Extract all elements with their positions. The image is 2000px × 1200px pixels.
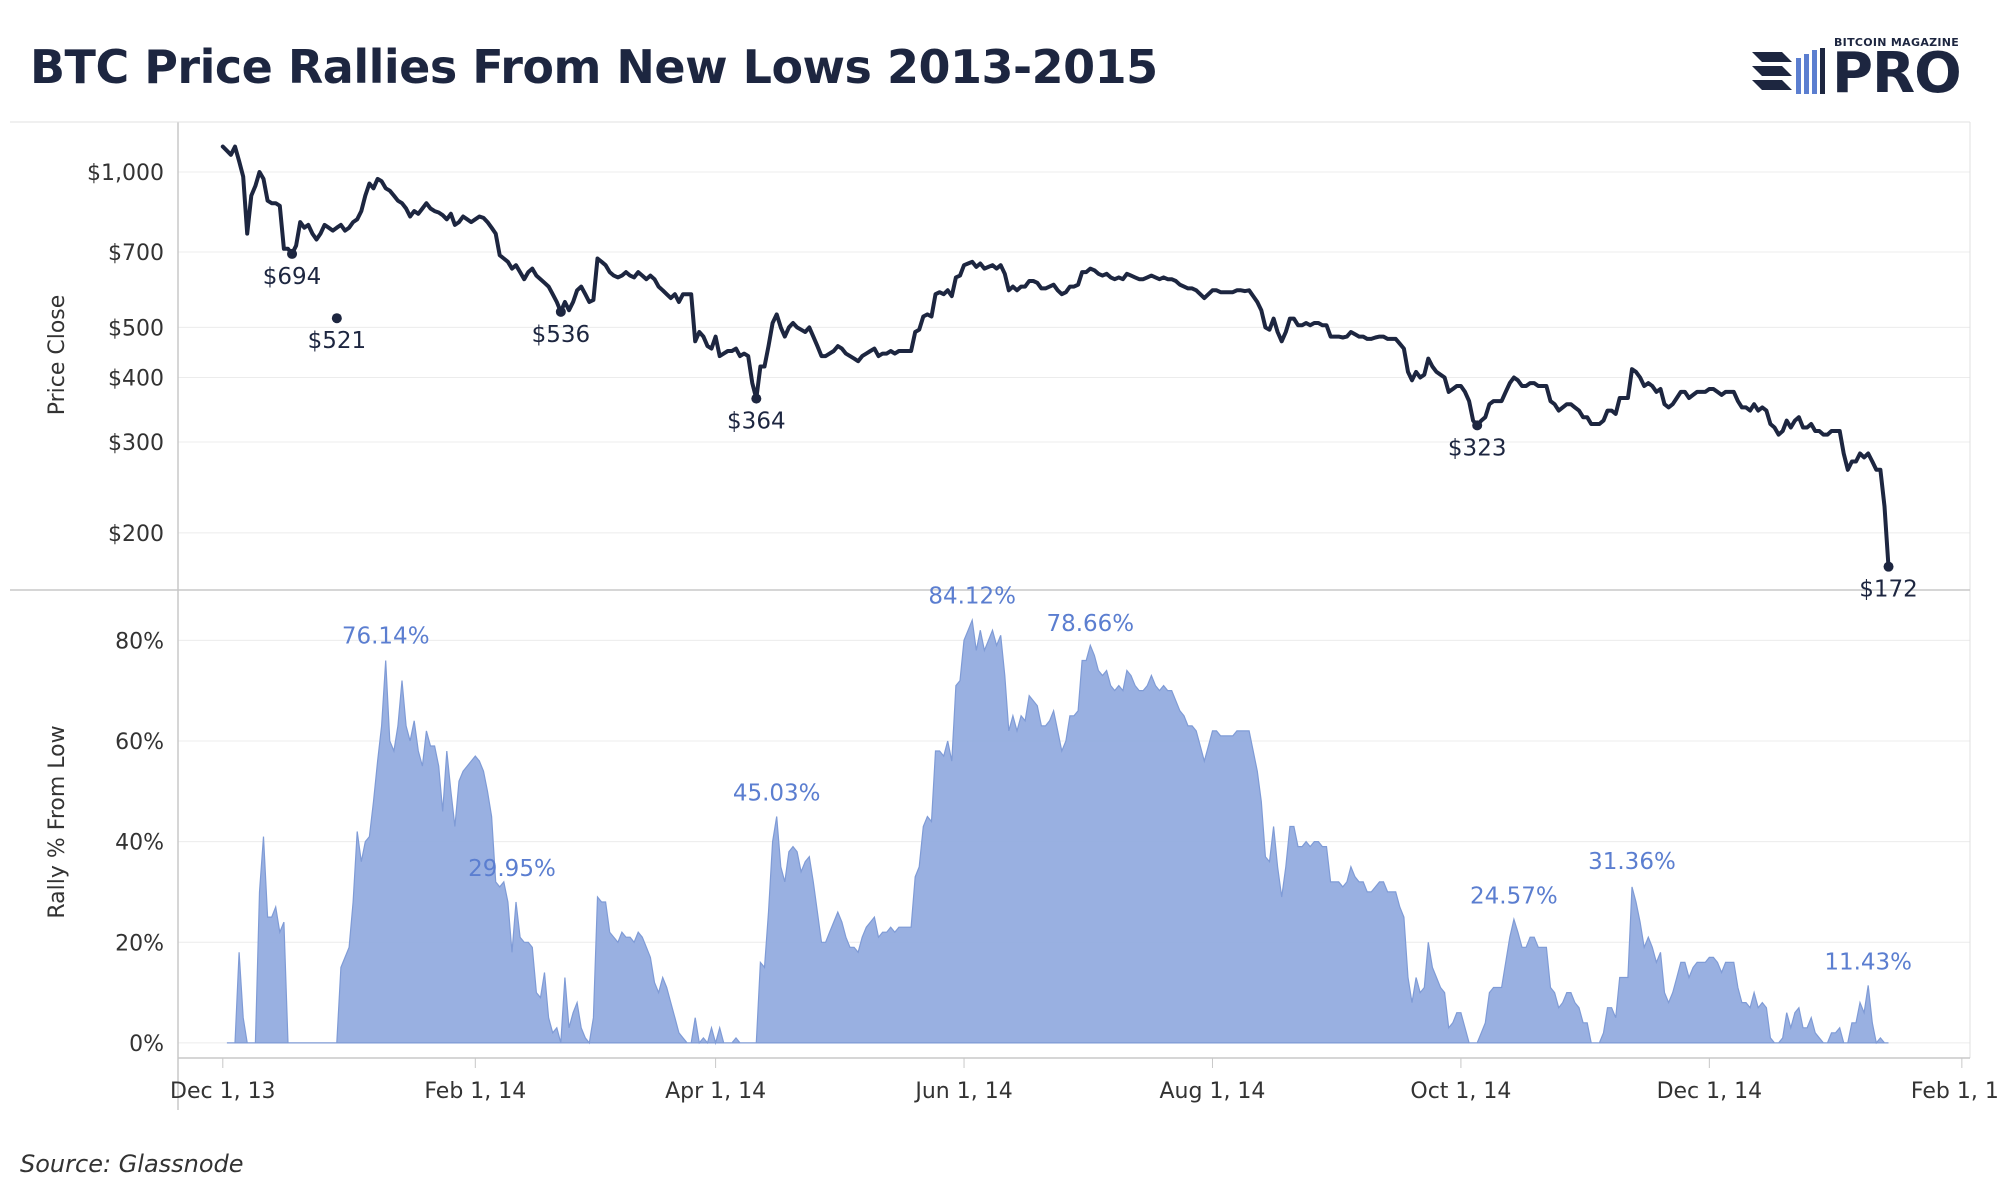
price-tick-label: $500 [108,316,164,341]
x-tick-label: Jun 1, 14 [913,1079,1012,1104]
price-low-label: $521 [308,328,367,354]
rally-peak-label: 31.36% [1588,849,1676,875]
rally-peak-label: 78.66% [1046,611,1134,637]
x-tick-label: Apr 1, 14 [665,1079,766,1104]
chart-title: BTC Price Rallies From New Lows 2013-201… [30,40,1158,94]
price-low-label: $364 [727,409,786,435]
price-low-marker [287,248,298,259]
price-low-marker [1472,420,1483,431]
rally-annotations: 76.14% 29.95% 45.03% 84.12% 78.66% 24.57% 31.3… [342,584,1912,976]
price-annotations: $694 $521 $536 $364 $323 $172 [263,248,1918,603]
price-low-marker [751,393,762,404]
x-tick-label: Aug 1, 14 [1160,1079,1266,1104]
logo-bars-icon [1752,48,1825,94]
price-low-label: $323 [1448,435,1507,461]
x-tick-label: Oct 1, 14 [1410,1079,1511,1104]
rally-axis-title: Rally % From Low [45,725,70,918]
rally-tick-label: 80% [115,629,164,654]
price-low-label: $694 [263,264,322,290]
rally-peak-label: 29.95% [468,856,556,882]
logo-main-text: PRO [1832,41,1962,106]
price-low-marker [331,313,342,324]
price-tick-label: $200 [108,522,164,547]
logo-top-text: BITCOIN MAGAZINE [1834,36,1960,49]
rally-tick-label: 40% [115,831,164,856]
price-tick-label: $300 [108,431,164,456]
panel-frames [10,121,1971,1110]
price-line-layer [220,144,1891,569]
price-y-ticks: $200 $300 $400 $500 $700 $1,000 [87,161,164,547]
x-ticks: Dec 1, 13 Feb 1, 14 Apr 1, 14 Jun 1, 14 Aug … [170,1079,2000,1104]
price-tick-label: $700 [108,241,164,266]
price-low-label: $536 [532,322,591,348]
x-tick-label: Dec 1, 13 [170,1079,276,1104]
price-low-marker [1883,561,1894,572]
x-tick-label: Dec 1, 14 [1657,1079,1763,1104]
rally-tick-label: 0% [129,1032,164,1057]
rally-peak-label: 76.14% [342,624,430,650]
source-note: Source: Glassnode [20,1150,244,1178]
price-low-marker [555,306,566,317]
rally-peak-label: 45.03% [733,780,821,806]
rally-peak-label: 24.57% [1470,883,1558,909]
rally-area [226,617,1889,1046]
x-tick-label: Feb 1, 15 [1911,1079,2000,1104]
bitcoin-magazine-pro-logo: BITCOIN MAGAZINE PRO [1752,34,1982,104]
price-tick-label: $400 [108,366,164,391]
price-line [220,144,1891,569]
rally-peak-label: 11.43% [1824,949,1912,975]
rally-tick-label: 20% [115,931,164,956]
x-tick-label: Feb 1, 14 [424,1079,526,1104]
price-axis-title: Price Close [45,295,70,416]
price-low-label: $172 [1859,577,1918,603]
price-tick-label: $1,000 [87,161,164,186]
rally-tick-label: 60% [115,730,164,755]
rally-area-layer [226,617,1889,1046]
rally-peak-label: 84.12% [928,584,1016,610]
rally-y-ticks: 0% 20% 40% 60% 80% [115,629,164,1057]
